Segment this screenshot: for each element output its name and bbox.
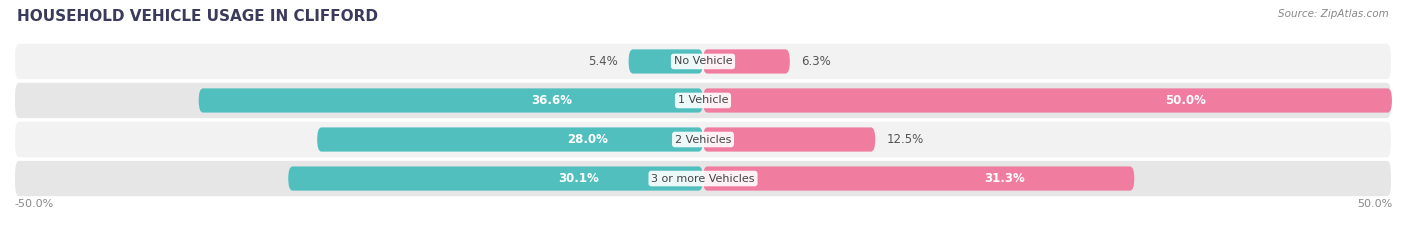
Text: 50.0%: 50.0% xyxy=(1164,94,1206,107)
Text: 6.3%: 6.3% xyxy=(801,55,831,68)
FancyBboxPatch shape xyxy=(703,127,875,152)
Text: -50.0%: -50.0% xyxy=(14,199,53,209)
Text: 2 Vehicles: 2 Vehicles xyxy=(675,134,731,144)
Text: No Vehicle: No Vehicle xyxy=(673,56,733,66)
Text: 28.0%: 28.0% xyxy=(567,133,607,146)
FancyBboxPatch shape xyxy=(14,43,1392,80)
Text: 30.1%: 30.1% xyxy=(558,172,599,185)
FancyBboxPatch shape xyxy=(198,88,703,113)
FancyBboxPatch shape xyxy=(703,49,790,74)
Text: 31.3%: 31.3% xyxy=(984,172,1025,185)
FancyBboxPatch shape xyxy=(703,88,1392,113)
Text: 12.5%: 12.5% xyxy=(886,133,924,146)
Text: 5.4%: 5.4% xyxy=(588,55,617,68)
FancyBboxPatch shape xyxy=(288,166,703,191)
Text: 3 or more Vehicles: 3 or more Vehicles xyxy=(651,174,755,184)
Text: Source: ZipAtlas.com: Source: ZipAtlas.com xyxy=(1278,9,1389,19)
FancyBboxPatch shape xyxy=(14,121,1392,158)
FancyBboxPatch shape xyxy=(703,166,1135,191)
FancyBboxPatch shape xyxy=(628,49,703,74)
Text: 36.6%: 36.6% xyxy=(531,94,572,107)
Text: HOUSEHOLD VEHICLE USAGE IN CLIFFORD: HOUSEHOLD VEHICLE USAGE IN CLIFFORD xyxy=(17,9,378,24)
FancyBboxPatch shape xyxy=(14,82,1392,119)
FancyBboxPatch shape xyxy=(318,127,703,152)
FancyBboxPatch shape xyxy=(14,160,1392,197)
Text: 50.0%: 50.0% xyxy=(1357,199,1392,209)
Text: 1 Vehicle: 1 Vehicle xyxy=(678,96,728,106)
